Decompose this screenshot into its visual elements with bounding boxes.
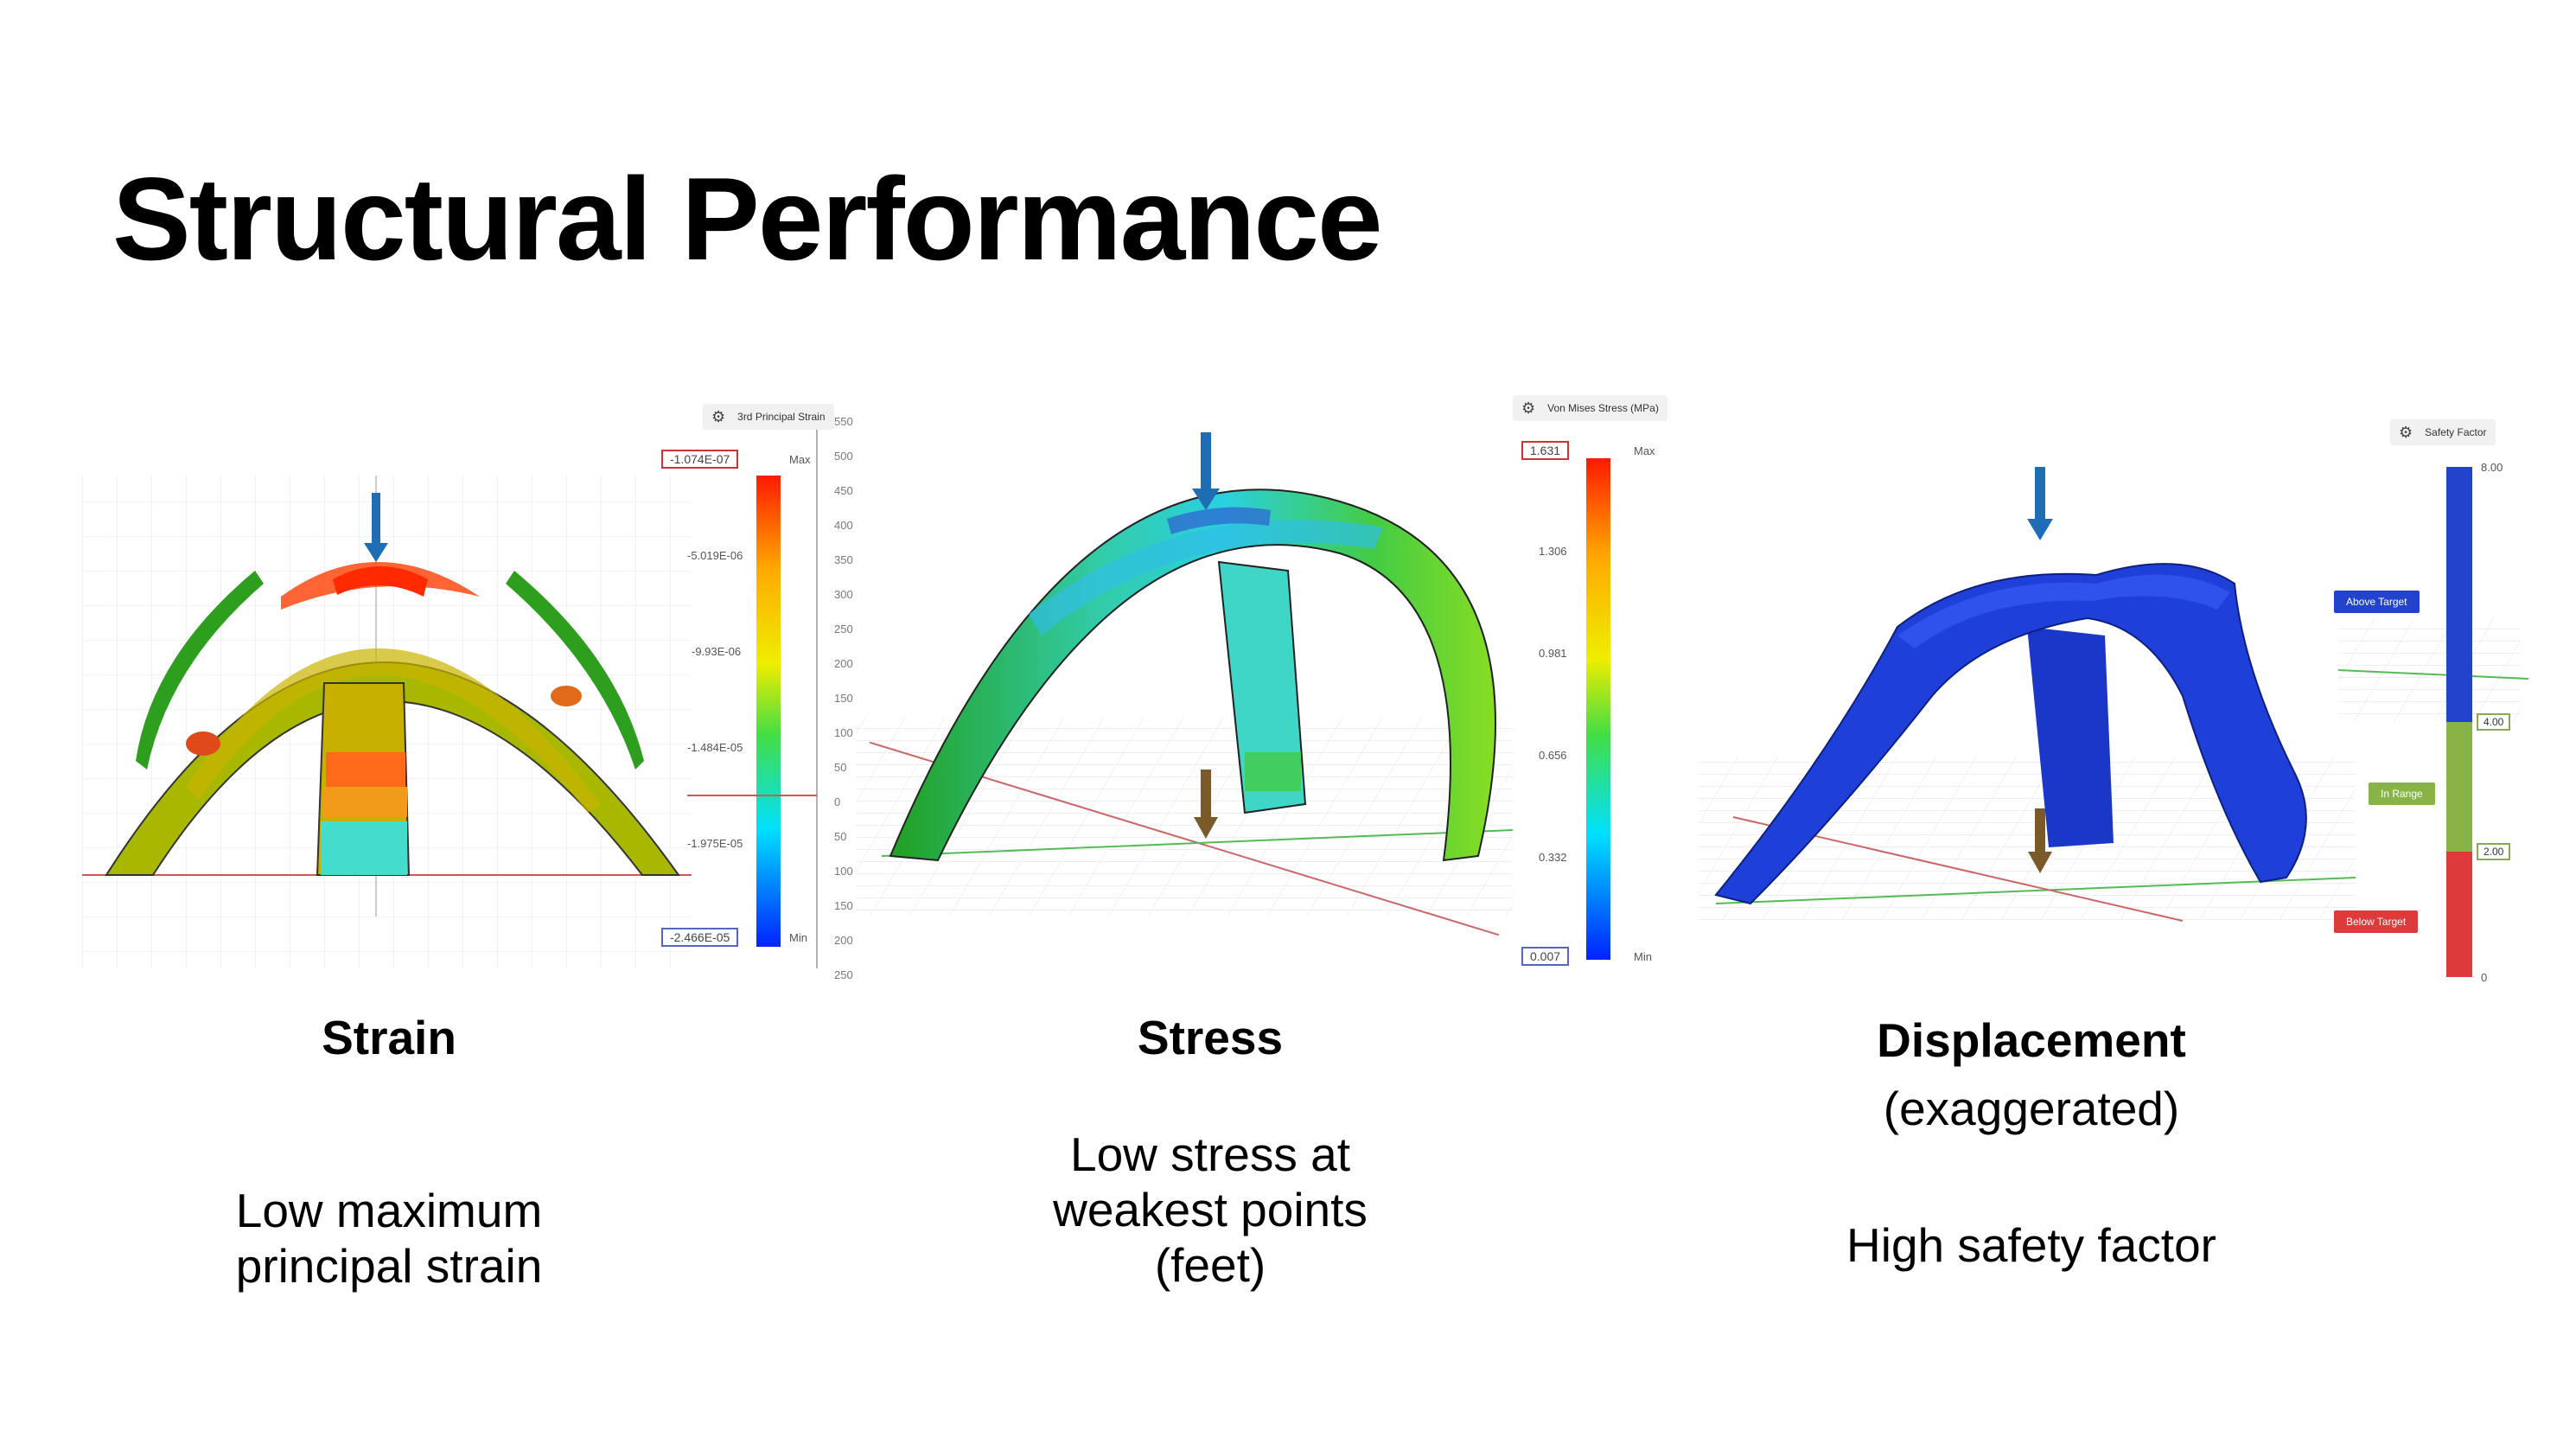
- ruler-tick: 550: [834, 415, 853, 428]
- ruler-tick: 0: [834, 795, 841, 808]
- stress-panel: ⚙ Von Mises Stress (MPa) 1.631 Max 1.306…: [856, 389, 1703, 1003]
- ruler-tick: 300: [834, 588, 853, 601]
- ruler-tick: 200: [834, 934, 853, 947]
- ruler-tick: 100: [834, 865, 853, 878]
- stress-tick: 1.306: [1539, 545, 1567, 558]
- stress-caption-title: Stress: [1137, 1011, 1284, 1064]
- strain-min-label: Min: [789, 931, 807, 944]
- strain-min-box[interactable]: -2.466E-05: [661, 928, 739, 947]
- ruler-tick: 150: [834, 692, 853, 705]
- strain-tick: -5.019E-06: [687, 549, 743, 562]
- gear-icon[interactable]: ⚙: [711, 407, 726, 425]
- strain-legend-header[interactable]: ⚙ 3rd Principal Strain: [703, 404, 834, 430]
- strain-max-label: Max: [789, 453, 811, 466]
- stress-legend-header[interactable]: ⚙ Von Mises Stress (MPa): [1513, 395, 1667, 421]
- strain-legend-title: 3rd Principal Strain: [737, 411, 826, 423]
- ruler-tick: 500: [834, 450, 853, 463]
- strain-panel: ⚙ 3rd Principal Strain -1.074E-07 Max -5…: [82, 398, 886, 1003]
- stress-caption-line: (feet): [1154, 1238, 1266, 1292]
- strain-tick: -1.975E-05: [687, 837, 743, 850]
- gear-icon[interactable]: ⚙: [1521, 399, 1536, 417]
- strain-caption-line: principal strain: [235, 1239, 543, 1293]
- in-range-button[interactable]: In Range: [2369, 782, 2435, 805]
- stress-max-box[interactable]: 1.631: [1521, 441, 1570, 460]
- stress-min-box[interactable]: 0.007: [1521, 947, 1570, 966]
- ruler-tick: 400: [834, 519, 853, 532]
- stress-tick: 0.656: [1539, 749, 1567, 762]
- stress-max-label: Max: [1634, 444, 1655, 457]
- ruler-tick: 50: [834, 830, 847, 843]
- displacement-model-view: [1699, 467, 2529, 977]
- stress-model-view: [856, 432, 1610, 960]
- displacement-caption-sub: (exaggerated): [1883, 1082, 2180, 1135]
- stress-tick: 0.332: [1539, 851, 1567, 864]
- stress-min-label: Min: [1634, 950, 1652, 963]
- ruler-tick: 250: [834, 968, 853, 981]
- displacement-panel: ⚙ Safety Factor 8.00 Above Target 4.00 I…: [1699, 411, 2563, 1007]
- ruler-tick: 350: [834, 553, 853, 566]
- safety-low-value[interactable]: 2.00: [2477, 843, 2511, 860]
- strain-tick: -1.484E-05: [687, 741, 743, 754]
- displacement-caption-title: Displacement: [1877, 1013, 2186, 1067]
- stress-caption-line: weakest points: [1053, 1183, 1368, 1236]
- safety-mid-value[interactable]: 4.00: [2477, 713, 2511, 731]
- stress-tick: 0.981: [1539, 647, 1567, 660]
- below-target-button[interactable]: Below Target: [2334, 910, 2419, 933]
- above-target-button[interactable]: Above Target: [2334, 591, 2420, 613]
- strain-caption-line: Low maximum: [235, 1184, 543, 1237]
- safety-top-value: 8.00: [2481, 461, 2503, 474]
- ruler-tick: 450: [834, 484, 853, 497]
- strain-tick: -9.93E-06: [692, 645, 742, 658]
- slide-title: Structural Performance: [112, 153, 1383, 284]
- ruler-tick: 150: [834, 899, 853, 912]
- ruler-tick: 50: [834, 761, 847, 774]
- ruler-tick: 100: [834, 726, 853, 739]
- strain-max-box[interactable]: -1.074E-07: [661, 450, 739, 469]
- safety-legend-title: Safety Factor: [2425, 426, 2487, 438]
- strain-caption-title: Strain: [322, 1011, 456, 1064]
- gear-icon[interactable]: ⚙: [2399, 423, 2413, 441]
- ruler-tick: 250: [834, 623, 853, 636]
- displacement-caption-line: High safety factor: [1846, 1218, 2216, 1272]
- safety-legend-header[interactable]: ⚙ Safety Factor: [2390, 419, 2496, 445]
- safety-bottom-value: 0: [2481, 971, 2488, 984]
- ruler-tick: 200: [834, 657, 853, 670]
- stress-caption-line: Low stress at: [1069, 1127, 1350, 1181]
- stress-legend-title: Von Mises Stress (MPa): [1547, 402, 1659, 414]
- strain-model-view: [82, 424, 818, 968]
